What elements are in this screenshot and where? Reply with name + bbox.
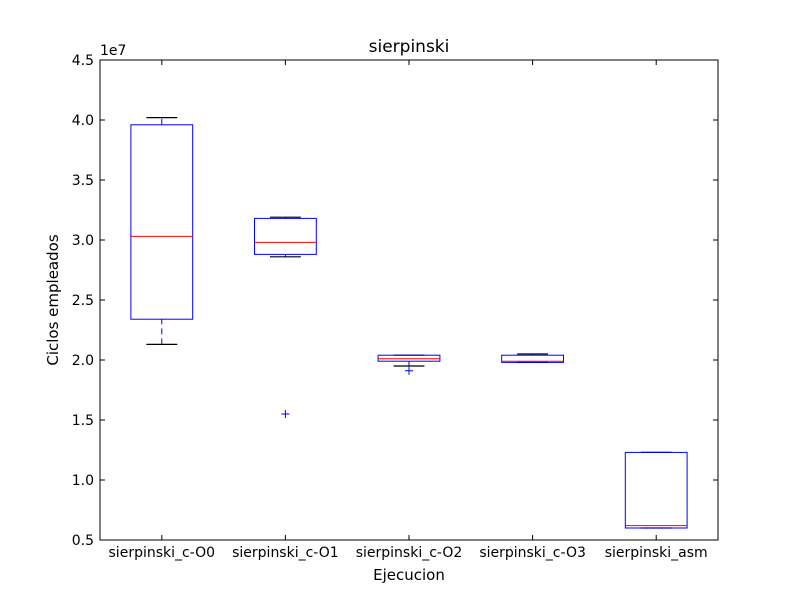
y-tick-label: 4.0 xyxy=(72,113,94,129)
box-sierpinski_c-O1 xyxy=(254,216,317,418)
box-sierpinski_c-O0 xyxy=(130,116,194,345)
x-tick-label: sierpinski_c-O1 xyxy=(232,545,339,561)
y-tick-label: 1.5 xyxy=(72,413,94,429)
box-iqr xyxy=(130,124,194,320)
x-tick-label: sierpinski_asm xyxy=(605,545,708,561)
axis-ticks: 0.5 1.0 1.5 2.0 2.5 3.0 3.5 4.0 4.5 sierpinski_c-… xyxy=(72,53,718,561)
y-tick-label: 3.5 xyxy=(72,173,94,189)
x-axis-label: Ejecucion xyxy=(373,566,445,584)
box-sierpinski_asm xyxy=(624,451,688,529)
y-tick-label: 4.5 xyxy=(72,53,94,69)
x-tick-label: sierpinski_c-O0 xyxy=(109,545,216,561)
y-scale-label: 1e7 xyxy=(100,43,126,59)
y-tick-label: 2.0 xyxy=(72,353,94,369)
box-iqr xyxy=(254,217,317,255)
y-tick-label: 3.0 xyxy=(72,233,94,249)
chart-title: sierpinski xyxy=(369,37,450,57)
y-tick-label: 0.5 xyxy=(72,533,94,549)
box-iqr xyxy=(377,354,441,362)
box-sierpinski_c-O3 xyxy=(501,353,565,363)
outlier-point xyxy=(281,410,290,418)
x-tick-label: sierpinski_c-O2 xyxy=(356,545,463,561)
box-iqr xyxy=(501,354,565,363)
y-axis-label: Ciclos empleados xyxy=(44,234,62,365)
box-sierpinski_c-O2 xyxy=(377,354,441,375)
plot-frame xyxy=(99,59,719,541)
y-tick-label: 1.0 xyxy=(72,473,94,489)
box-iqr xyxy=(624,451,688,529)
x-tick-label: sierpinski_c-O3 xyxy=(479,545,586,561)
outlier-point xyxy=(405,366,413,375)
y-tick-label: 2.5 xyxy=(72,293,94,309)
boxes xyxy=(130,116,688,529)
